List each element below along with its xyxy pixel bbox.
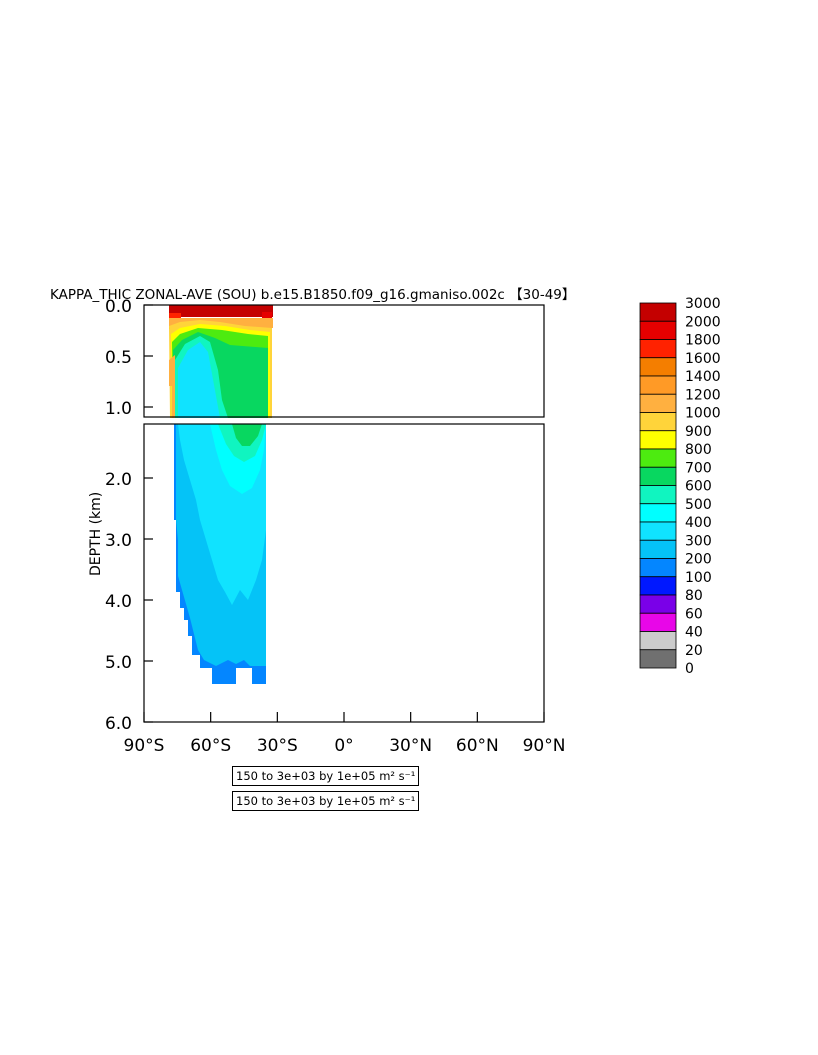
x-tick-label: 60°S	[190, 736, 231, 756]
colorbar-label: 800	[685, 442, 712, 458]
colorbar-label: 80	[685, 588, 703, 604]
colorbar-label: 500	[685, 497, 712, 513]
colorbar-swatch	[639, 302, 677, 322]
colorbar-label: 1000	[685, 406, 721, 422]
colorbar-label: 1400	[685, 369, 721, 385]
x-tick-label: 30°S	[257, 736, 298, 756]
colorbar-swatch	[639, 448, 677, 468]
x-axis: 90°S 60°S 30°S 0° 30°N 60°N 90°N	[124, 712, 566, 756]
colorbar-swatch	[639, 631, 677, 651]
y-tick-label: 3.0	[105, 531, 132, 551]
y-tick-label: 1.0	[105, 399, 132, 419]
colorbar-swatch	[639, 503, 677, 523]
x-tick-label: 0°	[334, 736, 353, 756]
colorbar-label: 1600	[685, 351, 721, 367]
colorbar-swatch	[639, 521, 677, 541]
y-axis-label: DEPTH (km)	[88, 492, 104, 576]
colorbar-label: 300	[685, 533, 712, 549]
colorbar: 3000200018001600140012001000900800700600…	[639, 296, 721, 677]
colorbar-swatch	[639, 485, 677, 505]
chart-title: KAPPA_THIC ZONAL-AVE (SOU) b.e15.B1850.f…	[50, 287, 575, 303]
y-tick-label: 2.0	[105, 470, 132, 490]
colorbar-swatch	[639, 576, 677, 596]
colorbar-label: 900	[685, 424, 712, 440]
colorbar-swatch	[639, 539, 677, 559]
colorbar-label: 20	[685, 643, 703, 659]
colorbar-label: 2000	[685, 314, 721, 330]
colorbar-swatch	[639, 339, 677, 359]
contour-info-box-2: 150 to 3e+03 by 1e+05 m² s⁻¹	[232, 791, 420, 811]
colorbar-label: 700	[685, 460, 712, 476]
colorbar-swatch	[639, 412, 677, 432]
colorbar-label: 3000	[685, 296, 721, 312]
colorbar-swatch	[639, 430, 677, 450]
upper-panel-field	[169, 305, 273, 418]
y-tick-label: 4.0	[105, 592, 132, 612]
colorbar-label: 200	[685, 552, 712, 568]
contour-info-box-1: 150 to 3e+03 by 1e+05 m² s⁻¹	[232, 766, 420, 786]
colorbar-swatch	[639, 375, 677, 395]
colorbar-label: 0	[685, 661, 694, 677]
colorbar-label: 400	[685, 515, 712, 531]
x-tick-label: 90°S	[124, 736, 165, 756]
y-tick-label: 0.5	[105, 348, 132, 368]
colorbar-swatch	[639, 594, 677, 614]
x-tick-label: 30°N	[389, 736, 432, 756]
colorbar-label: 40	[685, 625, 703, 641]
colorbar-swatch	[639, 649, 677, 669]
y-tick-label: 5.0	[105, 653, 132, 673]
lower-panel-field	[174, 424, 266, 684]
colorbar-swatch	[639, 393, 677, 413]
colorbar-label: 1800	[685, 333, 721, 349]
upper-y-axis: 0.0 0.5 1.0	[105, 297, 153, 419]
colorbar-label: 100	[685, 570, 712, 586]
x-tick-label: 60°N	[456, 736, 499, 756]
colorbar-swatch	[639, 558, 677, 578]
colorbar-swatch	[639, 612, 677, 632]
colorbar-swatch	[639, 357, 677, 377]
colorbar-label: 1200	[685, 387, 721, 403]
colorbar-label: 600	[685, 479, 712, 495]
colorbar-swatch	[639, 466, 677, 486]
lower-y-axis: 2.0 3.0 4.0 5.0 6.0	[105, 470, 153, 734]
y-tick-label: 6.0	[105, 714, 132, 734]
x-tick-label: 90°N	[523, 736, 566, 756]
y-tick-label: 0.0	[105, 297, 132, 317]
colorbar-swatch	[639, 320, 677, 340]
upper-panel-frame	[143, 304, 545, 418]
colorbar-label: 60	[685, 606, 703, 622]
